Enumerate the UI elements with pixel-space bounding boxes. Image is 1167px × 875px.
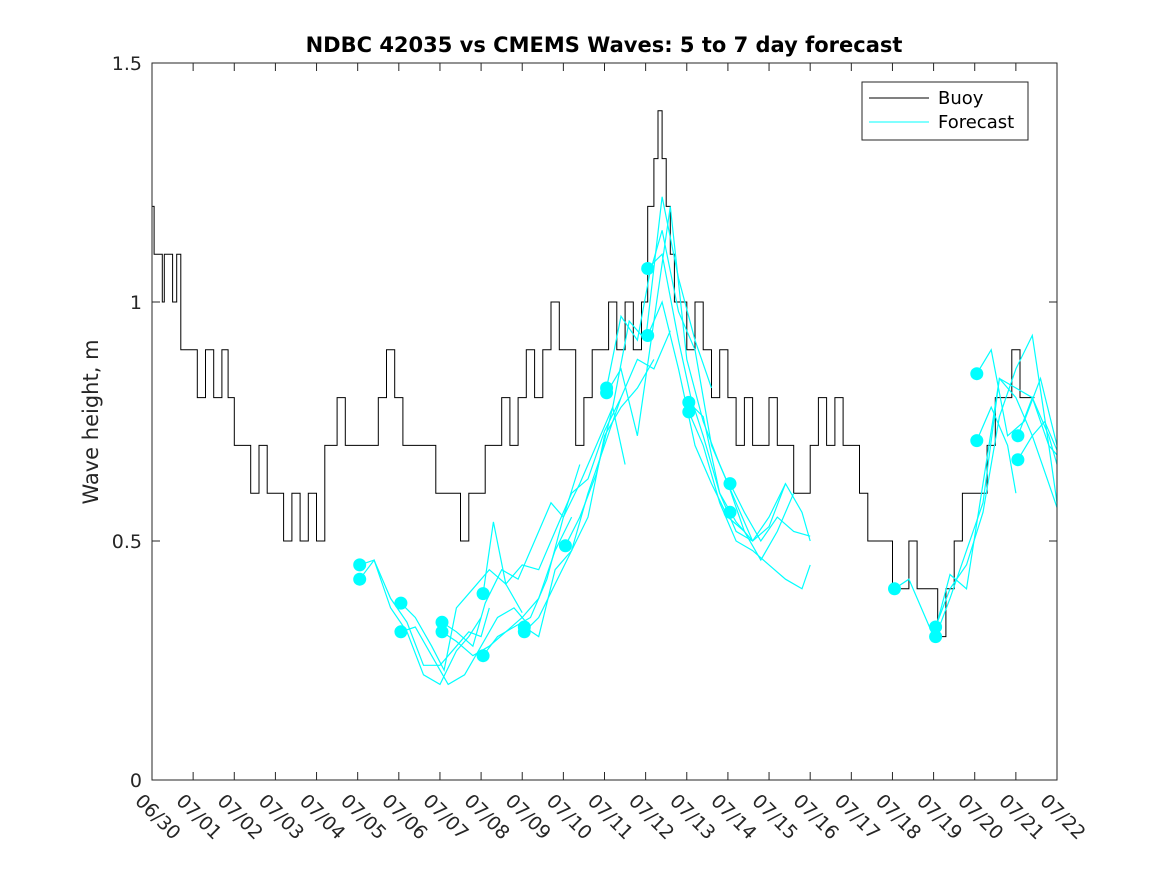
forecast-point-8 [476,649,490,663]
axes-background [152,63,1057,780]
chart-title: NDBC 42035 vs CMEMS Waves: 5 to 7 day fo… [306,33,903,57]
forecast-point-11 [558,539,572,553]
plot-area: 06/3007/0107/0207/0307/0407/0507/0607/07… [112,53,1090,844]
forecast-run-line-24 [1017,395,1058,456]
forecast-run-line-11 [564,196,713,547]
forecast-run-line-1 [359,559,490,666]
forecast-run-line-5 [441,464,581,648]
y-axis-label: Wave height, m [79,339,103,504]
forecast-point-17 [682,405,696,419]
forecast-point-4 [394,625,408,639]
forecast-point-7 [476,587,490,601]
forecast-point-5 [435,615,449,629]
forecast-point-25 [1011,429,1025,443]
series-layer [152,110,1058,686]
forecast-run-line-17 [688,411,811,590]
forecast-point-13 [600,386,614,400]
forecast-run-line-19 [894,377,1058,639]
legend: Buoy Forecast [861,81,1029,141]
forecast-point-21 [929,620,943,634]
forecast-point-6 [435,625,449,639]
forecast-run-line-23 [976,405,1017,494]
forecast-run-line-9 [523,330,671,638]
forecast-run-line-4 [400,607,527,686]
forecast-point-18 [723,477,737,491]
legend-buoy-label: Buoy [938,88,984,109]
forecast-point-15 [641,329,655,342]
forecast-run-line-8 [482,405,626,657]
forecast-run-line-22 [976,348,1058,446]
y-tick-label: 0.5 [112,531,142,553]
forecast-point-19 [723,505,737,519]
forecast-point-23 [970,367,984,381]
legend-box [861,81,1029,141]
forecast-point-14 [641,262,655,275]
forecast-point-16 [682,395,696,409]
forecast-run-line-10 [523,359,655,633]
forecast-point-22 [929,630,943,644]
forecast-point-10 [517,625,531,639]
forecast-run-line-18 [729,483,811,543]
forecast-point-24 [970,434,984,448]
forecast-point-20 [888,582,901,596]
buoy-series-line [152,110,1035,638]
legend-forecast-label: Forecast [938,112,1014,133]
forecast-point-1 [353,558,367,572]
forecast-point-2 [353,572,367,586]
forecast-run-line-25 [1017,434,1058,508]
forecast-run-line-7 [482,397,622,594]
forecast-run-line-21 [935,377,1058,637]
forecast-point-26 [1011,453,1025,467]
forecast-run-line-14 [647,252,787,542]
y-tick-label: 1 [130,292,142,314]
y-tick-label: 1.5 [112,53,142,75]
y-tick-label: 0 [130,770,142,792]
forecast-run-line-2 [359,558,482,686]
forecast-run-line-3 [400,568,523,672]
forecast-run-line-16 [688,401,811,542]
forecast-run-line-15 [647,300,795,562]
forecast-point-3 [394,596,408,610]
